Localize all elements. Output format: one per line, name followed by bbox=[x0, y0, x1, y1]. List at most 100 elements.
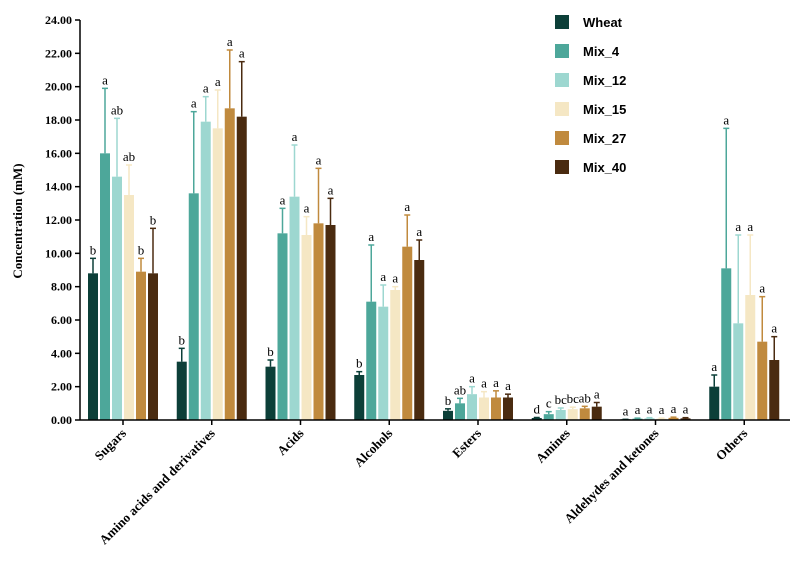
significance-label: a bbox=[280, 192, 286, 207]
y-tick-label: 24.00 bbox=[45, 13, 72, 27]
legend-swatch bbox=[555, 160, 569, 174]
category-label: Aldehydes and ketones bbox=[561, 426, 662, 527]
category-label: Sugars bbox=[91, 426, 129, 464]
bar bbox=[591, 406, 602, 420]
bar bbox=[188, 193, 199, 420]
legend-swatch bbox=[555, 44, 569, 58]
bar bbox=[503, 397, 513, 420]
significance-label: a bbox=[659, 402, 665, 417]
significance-label: b bbox=[356, 356, 363, 371]
bar bbox=[467, 394, 477, 420]
y-axis-title: Concentration (mM) bbox=[10, 163, 25, 278]
bar bbox=[479, 397, 489, 420]
bar bbox=[555, 410, 566, 420]
significance-label: a bbox=[711, 359, 717, 374]
category-label: Others bbox=[713, 426, 751, 464]
significance-label: a bbox=[647, 402, 653, 417]
significance-label: a bbox=[328, 182, 334, 197]
category-label: Acids bbox=[274, 426, 307, 459]
legend-label: Mix_40 bbox=[583, 160, 626, 175]
significance-label: ab bbox=[111, 102, 123, 117]
y-tick-label: 8.00 bbox=[51, 280, 72, 294]
significance-label: a bbox=[416, 224, 422, 239]
bar bbox=[265, 366, 276, 420]
bar bbox=[354, 375, 365, 420]
significance-label: a bbox=[392, 271, 398, 286]
y-tick-label: 10.00 bbox=[45, 246, 72, 260]
bar bbox=[148, 273, 158, 420]
bar bbox=[112, 176, 122, 420]
significance-label: a bbox=[723, 112, 729, 127]
bar bbox=[212, 128, 223, 421]
significance-label: a bbox=[203, 81, 209, 96]
y-tick-label: 16.00 bbox=[45, 146, 72, 160]
significance-label: b bbox=[90, 242, 97, 257]
y-tick-label: 20.00 bbox=[45, 80, 72, 94]
bar bbox=[668, 417, 679, 420]
y-tick-label: 18.00 bbox=[45, 113, 72, 127]
significance-label: a bbox=[215, 74, 221, 89]
significance-label: d bbox=[534, 402, 541, 417]
bar bbox=[531, 418, 542, 420]
significance-label: b bbox=[267, 344, 274, 359]
bar bbox=[443, 410, 453, 420]
bar bbox=[124, 195, 134, 420]
y-tick-label: 12.00 bbox=[45, 213, 72, 227]
bar bbox=[136, 271, 146, 420]
significance-label: ab bbox=[579, 390, 591, 405]
legend-label: Mix_27 bbox=[583, 131, 626, 146]
significance-label: b bbox=[150, 212, 157, 227]
bar bbox=[325, 225, 336, 420]
significance-label: a bbox=[493, 375, 499, 390]
significance-label: a bbox=[771, 321, 777, 336]
bar bbox=[567, 409, 578, 420]
bar bbox=[579, 408, 590, 420]
significance-label: a bbox=[292, 129, 298, 144]
bar bbox=[491, 397, 501, 420]
significance-label: a bbox=[368, 229, 374, 244]
bar bbox=[200, 121, 211, 421]
bar bbox=[378, 306, 389, 420]
category-label: Amines bbox=[533, 426, 573, 466]
bar bbox=[277, 233, 288, 420]
bar bbox=[769, 360, 780, 420]
significance-label: a bbox=[735, 219, 741, 234]
bar bbox=[757, 341, 768, 420]
bar bbox=[543, 414, 554, 420]
bar bbox=[100, 153, 110, 421]
bar bbox=[390, 290, 401, 420]
significance-label: a bbox=[304, 201, 310, 216]
y-tick-label: 4.00 bbox=[51, 346, 72, 360]
significance-label: a bbox=[227, 34, 233, 49]
bar bbox=[721, 268, 732, 420]
significance-label: a bbox=[594, 387, 600, 402]
significance-label: b bbox=[179, 332, 186, 347]
significance-label: a bbox=[469, 371, 475, 386]
bar bbox=[709, 386, 720, 420]
bar bbox=[313, 223, 324, 420]
bar bbox=[88, 273, 98, 420]
significance-label: a bbox=[316, 152, 322, 167]
significance-label: a bbox=[505, 378, 511, 393]
category-label: Alcohols bbox=[351, 426, 395, 470]
legend-label: Mix_4 bbox=[583, 44, 620, 59]
bar bbox=[745, 295, 756, 420]
significance-label: c bbox=[546, 396, 552, 411]
significance-label: a bbox=[623, 403, 629, 418]
significance-label: bc bbox=[555, 392, 568, 407]
bar bbox=[236, 116, 247, 421]
significance-label: a bbox=[102, 72, 108, 87]
significance-label: a bbox=[747, 219, 753, 234]
y-tick-label: 0.00 bbox=[51, 413, 72, 427]
significance-label: a bbox=[759, 281, 765, 296]
legend-label: Mix_12 bbox=[583, 73, 626, 88]
significance-label: a bbox=[239, 46, 245, 61]
significance-label: a bbox=[671, 401, 677, 416]
significance-label: b bbox=[138, 242, 145, 257]
significance-label: a bbox=[380, 269, 386, 284]
significance-label: a bbox=[635, 402, 641, 417]
bar bbox=[733, 323, 744, 420]
bar bbox=[224, 108, 235, 420]
significance-label: ab bbox=[123, 149, 135, 164]
